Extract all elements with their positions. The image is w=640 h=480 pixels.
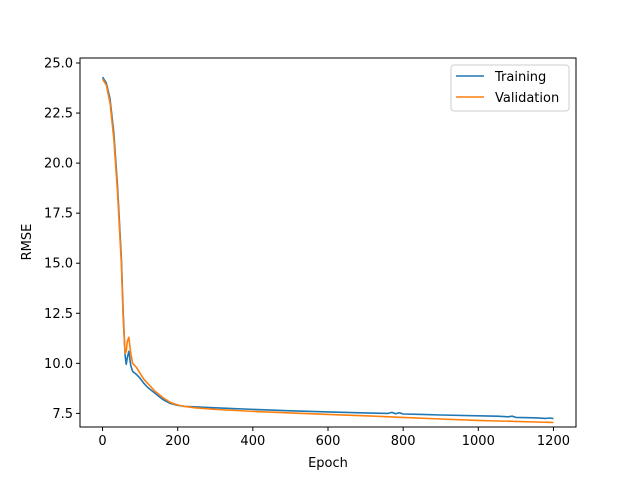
x-tick-label: 1200 (537, 434, 570, 449)
x-tick-label: 0 (98, 434, 106, 449)
x-tick-label: 600 (316, 434, 341, 449)
x-tick-label: 400 (240, 434, 265, 449)
y-tick-label: 15.0 (44, 257, 73, 272)
legend: Training Validation (450, 64, 570, 112)
y-tick-label: 17.5 (44, 207, 73, 222)
y-tick-label: 20.0 (44, 157, 73, 172)
x-axis-label: Epoch (308, 456, 348, 471)
x-axis-ticks: 0 200 400 600 800 1000 1200 (98, 427, 570, 449)
legend-label-validation: Validation (495, 91, 559, 106)
series-line-validation (101, 78, 554, 424)
y-axis-ticks: 7.5 10.0 12.5 15.0 17.5 20.0 22.5 25.0 (44, 57, 80, 422)
y-tick-label: 10.0 (44, 357, 73, 372)
y-tick-label: 12.5 (44, 307, 73, 322)
legend-label-training: Training (494, 70, 546, 85)
x-tick-label: 1000 (462, 434, 495, 449)
plot-lines (101, 76, 554, 424)
x-tick-label: 800 (391, 434, 416, 449)
y-tick-label: 7.5 (52, 407, 73, 422)
x-tick-label: 200 (165, 434, 190, 449)
y-tick-label: 25.0 (44, 57, 73, 72)
y-tick-label: 22.5 (44, 107, 73, 122)
y-axis-label: RMSE (20, 224, 35, 261)
